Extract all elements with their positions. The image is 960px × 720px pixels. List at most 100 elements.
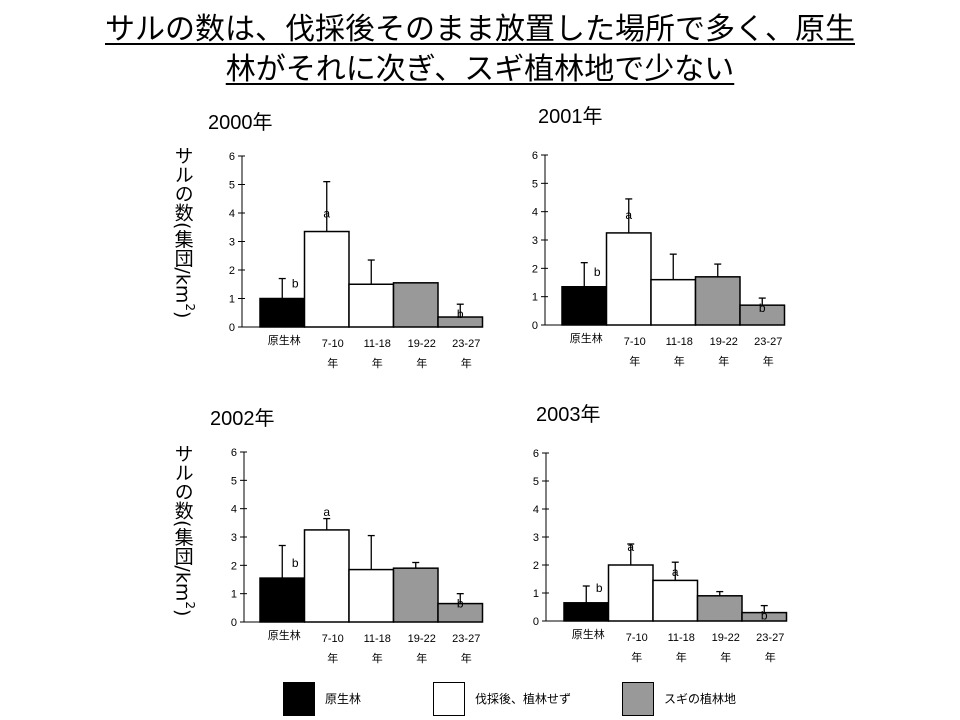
significance-letter: b: [292, 277, 299, 291]
x-tick-label: 原生林: [570, 331, 603, 345]
bar: [607, 564, 654, 622]
legend-swatch: [433, 682, 465, 716]
significance-letter: a: [625, 208, 632, 222]
y-tick-label: 4: [532, 207, 538, 219]
y-tick-label: 6: [533, 448, 539, 460]
y-tick-label: 4: [533, 504, 539, 516]
panel-title-2003: 2003年: [536, 404, 601, 426]
y-tick-label: 4: [229, 208, 235, 220]
significance-letter: b: [457, 307, 464, 321]
significance-letter: a: [323, 505, 330, 519]
legend-label: スギの植林地: [664, 692, 737, 706]
x-tick-label-unit: 年: [416, 356, 427, 370]
x-tick-label-unit: 年: [416, 651, 427, 665]
bar: [437, 316, 484, 328]
y-tick-label: 3: [532, 235, 538, 247]
x-tick-label-unit: 年: [763, 354, 774, 368]
y-tick-label: 6: [532, 150, 538, 162]
significance-letter: b: [594, 265, 601, 279]
significance-letter: a: [627, 540, 634, 554]
bar: [652, 579, 699, 622]
bar: [392, 567, 439, 623]
y-tick-label: 2: [231, 560, 237, 572]
y-tick-label: 0: [532, 320, 538, 332]
significance-letter: b: [596, 581, 603, 595]
x-tick-label: 11-18: [668, 632, 695, 644]
x-tick-label: 23-27: [452, 338, 480, 350]
bar: [437, 602, 484, 623]
bar: [303, 230, 350, 328]
y-axis-label-superscript: 2: [183, 601, 197, 609]
y-axis-label-bottom: サルの数(集団/km2): [172, 444, 202, 616]
x-tick-label-unit: 年: [718, 354, 729, 368]
x-tick-label: 23-27: [452, 633, 480, 645]
y-tick-label: 5: [231, 475, 237, 487]
y-tick-label: 3: [231, 532, 237, 544]
y-tick-label: 1: [229, 294, 235, 306]
significance-letter: b: [761, 609, 768, 623]
x-tick-label: 19-22: [408, 338, 436, 350]
x-tick-label-unit: 年: [765, 650, 776, 664]
x-tick-label: 7-10: [626, 632, 648, 644]
x-tick-label: 原生林: [572, 627, 605, 641]
bar: [650, 278, 697, 326]
x-tick-label: 原生林: [268, 333, 301, 347]
y-tick-label: 2: [532, 263, 538, 275]
y-tick-label: 6: [231, 447, 237, 459]
y-axis-label-top: サルの数(集団/km2): [172, 146, 202, 318]
bar: [563, 602, 610, 622]
x-tick-label: 19-22: [408, 633, 436, 645]
y-tick-label: 3: [229, 237, 235, 249]
bar: [561, 286, 608, 326]
bar: [303, 529, 350, 623]
bar: [259, 577, 306, 623]
x-tick-label-unit: 年: [631, 650, 642, 664]
significance-letter: b: [292, 556, 299, 570]
legend-swatch: [622, 682, 654, 716]
x-tick-label: 19-22: [712, 632, 740, 644]
y-tick-label: 1: [532, 292, 538, 304]
slide-title: サルの数は、伐採後そのまま放置した場所で多く、原生 林がそれに次ぎ、スギ植林地で…: [0, 10, 960, 90]
x-tick-label: 7-10: [322, 633, 344, 645]
y-axis-label-close: ): [171, 608, 194, 617]
bar: [348, 283, 395, 328]
x-tick-label: 7-10: [624, 336, 646, 348]
bar: [392, 282, 439, 328]
bar: [694, 276, 741, 326]
panel-title-2001: 2001年: [538, 106, 603, 128]
y-tick-label: 1: [533, 588, 539, 600]
y-tick-label: 0: [229, 322, 235, 334]
y-tick-label: 4: [231, 504, 237, 516]
x-tick-label-unit: 年: [720, 650, 731, 664]
x-tick-label-unit: 年: [629, 354, 640, 368]
y-tick-label: 2: [533, 560, 539, 572]
x-tick-label: 19-22: [710, 336, 738, 348]
x-tick-label: 11-18: [666, 336, 693, 348]
y-tick-label: 0: [231, 617, 237, 629]
y-tick-label: 3: [533, 532, 539, 544]
x-tick-label-unit: 年: [327, 356, 338, 370]
y-axis-label-superscript: 2: [183, 303, 197, 311]
bar: [259, 297, 306, 328]
panel-title-2002: 2002年: [210, 408, 275, 430]
significance-letter: a: [323, 207, 330, 221]
x-tick-label-unit: 年: [327, 651, 338, 665]
y-axis-label-close: ): [171, 310, 194, 319]
x-tick-label: 11-18: [364, 633, 391, 645]
y-tick-label: 0: [533, 616, 539, 628]
y-tick-label: 6: [229, 151, 235, 163]
y-axis-label-text: サルの数(集団/km: [171, 444, 194, 602]
title-line-2: 林がそれに次ぎ、スギ植林地で少ない: [225, 52, 735, 87]
bar: [696, 595, 743, 622]
bar: [741, 611, 788, 622]
y-tick-label: 2: [229, 265, 235, 277]
bar: [605, 232, 652, 326]
bar: [739, 304, 786, 326]
y-tick-label: 1: [231, 589, 237, 601]
legend-label: 伐採後、植林せず: [475, 692, 572, 706]
legend-label: 原生林: [325, 692, 362, 706]
y-tick-label: 5: [229, 180, 235, 192]
